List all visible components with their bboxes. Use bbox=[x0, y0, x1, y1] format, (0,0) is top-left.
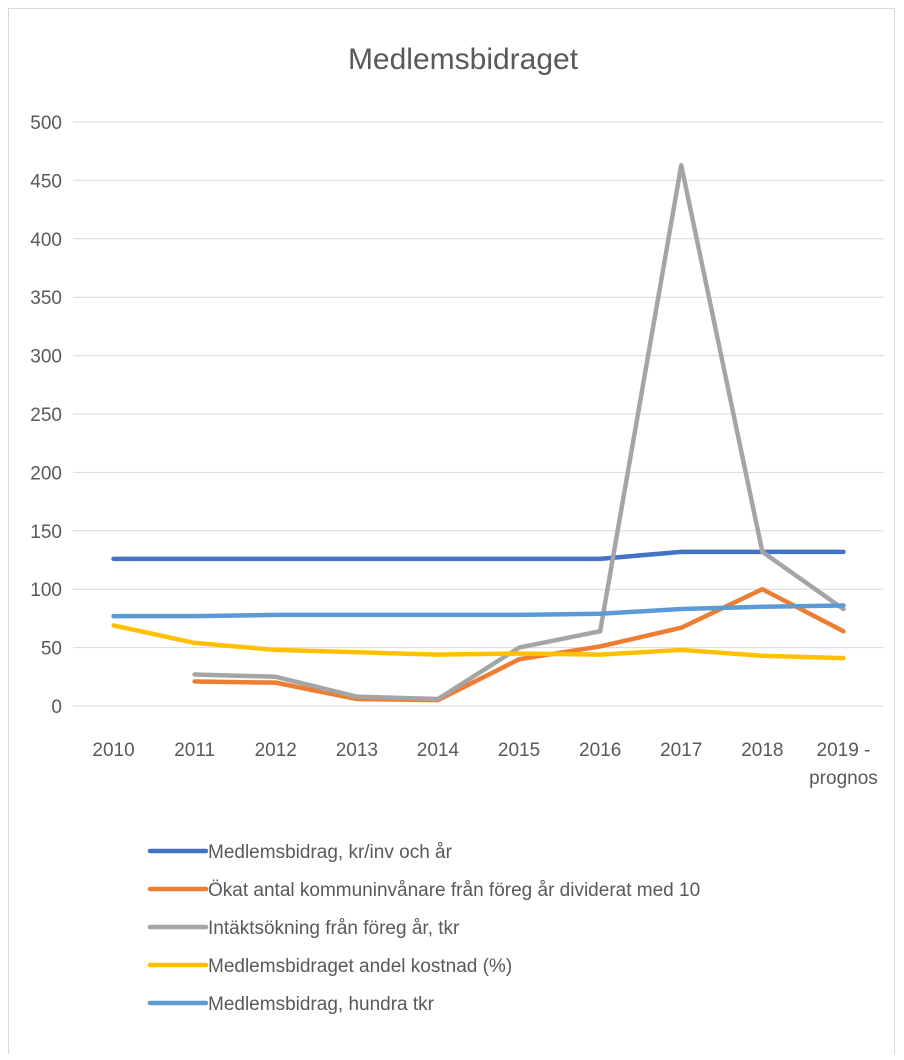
y-tick-label: 400 bbox=[30, 230, 62, 251]
x-tick-label-line: prognos bbox=[809, 768, 878, 789]
x-tick-label-line: 2011 bbox=[174, 740, 215, 761]
line-chart: Medlemsbidraget 0 50 100 150 200 250 300 350 400… bbox=[9, 9, 894, 1055]
legend-label: Medlemsbidraget andel kostnad (%) bbox=[208, 956, 512, 977]
legend-label: Medlemsbidrag, kr/inv och år bbox=[208, 842, 453, 863]
y-tick-label: 150 bbox=[30, 522, 62, 543]
x-tick-label: 2010 bbox=[92, 740, 134, 761]
y-tick-label: 350 bbox=[30, 288, 62, 309]
series-line-4 bbox=[114, 606, 844, 617]
y-tick-label: 500 bbox=[30, 113, 62, 134]
x-tick-label: 2018 bbox=[741, 740, 783, 761]
y-axis: 0 50 100 150 200 250 300 350 400 450 500 bbox=[30, 113, 62, 718]
legend-label: Intäktsökning från föreg år, tkr bbox=[208, 918, 460, 939]
y-tick-label: 50 bbox=[41, 639, 62, 660]
x-tick-label-line: 2016 bbox=[579, 740, 621, 761]
x-tick-label-line: 2017 bbox=[660, 740, 702, 761]
y-tick-label: 200 bbox=[30, 463, 62, 484]
x-tick-label-line: 2014 bbox=[417, 740, 460, 761]
x-tick-label-line: 2018 bbox=[741, 740, 783, 761]
chart-frame: Medlemsbidraget 0 50 100 150 200 250 300 350 400… bbox=[8, 8, 895, 1054]
legend-item-4: Medlemsbidrag, hundra tkr bbox=[150, 994, 435, 1015]
legend-label: Medlemsbidrag, hundra tkr bbox=[208, 994, 435, 1015]
legend-item-3: Medlemsbidraget andel kostnad (%) bbox=[150, 956, 512, 977]
x-axis: 2010 2011 2012 2013 2014 2015 2016 2017 2018 2019… bbox=[92, 740, 877, 789]
legend-item-0: Medlemsbidrag, kr/inv och år bbox=[150, 842, 453, 863]
chart-title: Medlemsbidraget bbox=[348, 43, 579, 76]
x-tick-label: 2012 bbox=[255, 740, 297, 761]
x-tick-label: 2015 bbox=[498, 740, 540, 761]
series-line-3 bbox=[114, 625, 844, 658]
x-tick-label-line: 2012 bbox=[255, 740, 297, 761]
x-tick-label-line: 2013 bbox=[336, 740, 378, 761]
gridlines bbox=[73, 122, 884, 706]
series-lines bbox=[114, 165, 844, 700]
x-tick-label: 2017 bbox=[660, 740, 702, 761]
y-tick-label: 300 bbox=[30, 347, 62, 368]
y-tick-label: 0 bbox=[51, 697, 62, 718]
legend-item-1: Ökat antal kommuninvånare från föreg år … bbox=[150, 880, 700, 901]
series-line-0 bbox=[114, 552, 844, 559]
y-tick-label: 250 bbox=[30, 405, 62, 426]
series-line-2 bbox=[195, 165, 844, 699]
legend: Medlemsbidrag, kr/inv och år Ökat antal k… bbox=[150, 842, 700, 1015]
x-tick-label: 2019 - prognos bbox=[809, 740, 878, 789]
legend-item-2: Intäktsökning från föreg år, tkr bbox=[150, 918, 460, 939]
x-tick-label: 2016 bbox=[579, 740, 621, 761]
x-tick-label-line: 2010 bbox=[92, 740, 134, 761]
x-tick-label: 2013 bbox=[336, 740, 378, 761]
x-tick-label: 2011 bbox=[174, 740, 215, 761]
x-tick-label-line: 2015 bbox=[498, 740, 540, 761]
x-tick-label: 2014 bbox=[417, 740, 460, 761]
y-tick-label: 450 bbox=[30, 171, 62, 192]
y-tick-label: 100 bbox=[30, 580, 62, 601]
legend-label: Ökat antal kommuninvånare från föreg år … bbox=[208, 880, 700, 901]
x-tick-label-line: 2019 - bbox=[817, 740, 871, 761]
